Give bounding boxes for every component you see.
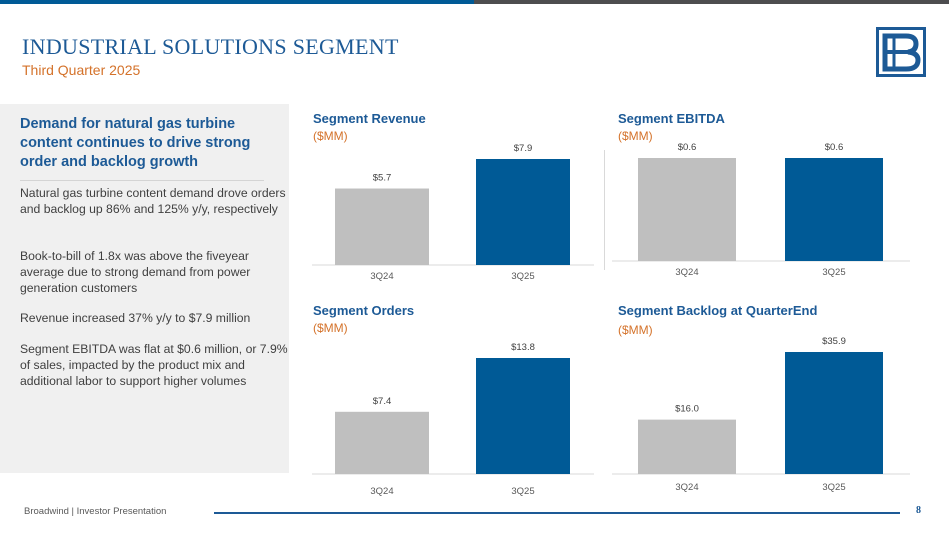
data-label: $13.8 — [511, 342, 535, 353]
ebitda-chart-unit: ($MM) — [618, 129, 653, 143]
x-tick-label: 3Q25 — [822, 267, 845, 278]
bar-3q25 — [476, 159, 570, 265]
revenue-chart-title: Segment Revenue — [313, 111, 426, 126]
headline-divider — [20, 180, 264, 181]
footer-rule — [214, 512, 900, 514]
summary-paragraph-3: Revenue increased 37% y/y to $7.9 millio… — [20, 311, 251, 325]
summary-paragraph-4: Segment EBITDA was flat at $0.6 million,… — [20, 342, 288, 388]
page-number: 8 — [916, 505, 921, 516]
bar-3q24 — [638, 419, 736, 474]
x-tick-label: 3Q24 — [675, 267, 698, 278]
x-tick-label: 3Q25 — [511, 486, 534, 497]
data-label: $5.7 — [373, 173, 392, 184]
bar-3q25 — [785, 158, 883, 261]
bar-3q24 — [335, 188, 429, 265]
summary-headline: Demand for natural gas turbine content c… — [20, 116, 251, 170]
bar-3q24 — [638, 158, 736, 261]
chart-divider — [604, 150, 605, 270]
backlog-chart-title: Segment Backlog at QuarterEnd — [618, 303, 818, 318]
top-accent-bar-blue — [0, 0, 474, 4]
data-label: $0.6 — [678, 142, 697, 153]
ebitda-chart-title: Segment EBITDA — [618, 111, 725, 126]
top-accent-bar-grey — [474, 0, 949, 4]
revenue-chart-unit: ($MM) — [313, 129, 348, 143]
data-label: $7.4 — [373, 396, 392, 407]
summary-panel — [0, 104, 289, 473]
x-tick-label: 3Q25 — [822, 482, 845, 493]
data-label: $0.6 — [825, 142, 844, 153]
broadwind-logo-icon — [876, 27, 926, 77]
x-tick-label: 3Q24 — [370, 271, 393, 282]
x-tick-label: 3Q24 — [675, 482, 698, 493]
bar-3q25 — [785, 352, 883, 474]
page-subtitle: Third Quarter 2025 — [22, 62, 141, 78]
bar-3q25 — [476, 358, 570, 474]
orders-chart-title: Segment Orders — [313, 303, 415, 318]
footer-label: Broadwind | Investor Presentation — [24, 506, 167, 517]
data-label: $7.9 — [514, 143, 533, 154]
summary-paragraph-1: Natural gas turbine content demand drove… — [20, 186, 286, 216]
summary-paragraph-2: Book-to-bill of 1.8x was above the fivey… — [20, 249, 251, 295]
x-tick-label: 3Q25 — [511, 271, 534, 282]
page-title: INDUSTRIAL SOLUTIONS SEGMENT — [22, 34, 399, 59]
bar-3q24 — [335, 411, 429, 474]
orders-chart-unit: ($MM) — [313, 321, 348, 335]
data-label: $35.9 — [822, 336, 846, 347]
data-label: $16.0 — [675, 404, 699, 415]
backlog-chart-unit: ($MM) — [618, 323, 653, 337]
x-tick-label: 3Q24 — [370, 486, 393, 497]
